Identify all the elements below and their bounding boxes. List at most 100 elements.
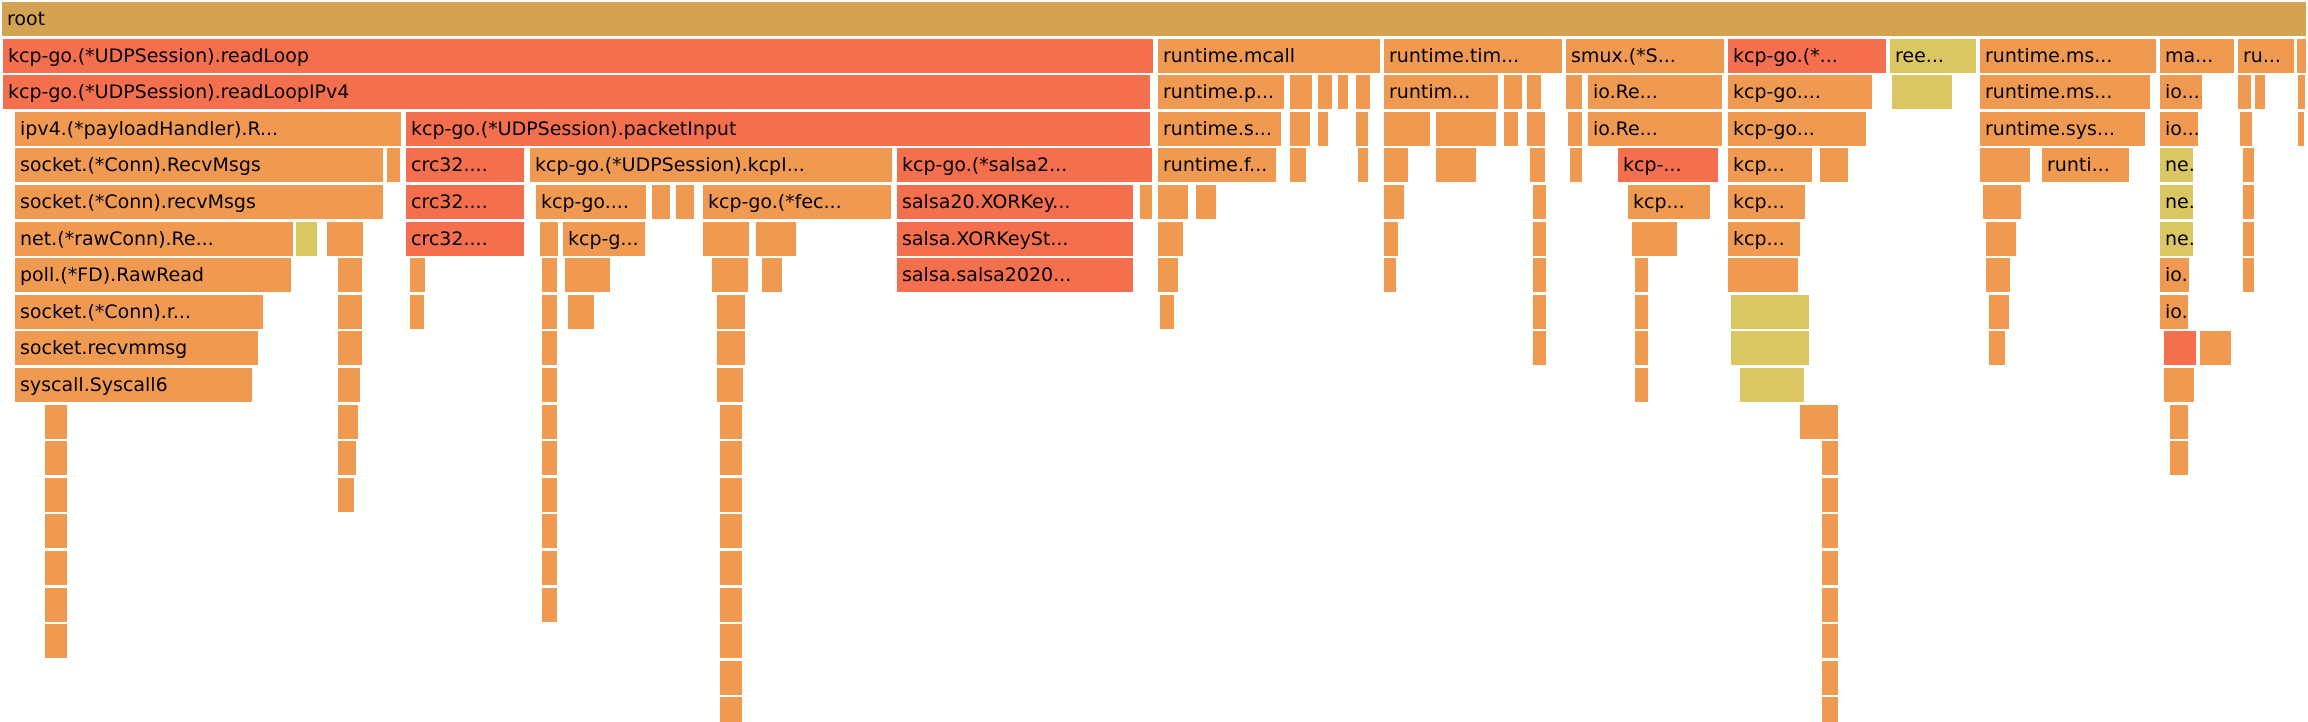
flame-frame-sliver[interactable] xyxy=(1436,148,1476,182)
flame-frame-sliver[interactable] xyxy=(1160,295,1174,329)
flame-frame-sliver[interactable] xyxy=(1290,75,1312,109)
flame-frame-sliver[interactable] xyxy=(1800,405,1838,439)
flame-frame[interactable]: io.... xyxy=(2160,258,2189,292)
flame-frame-sliver[interactable] xyxy=(1384,222,1398,256)
flame-frame[interactable]: io.... xyxy=(2160,75,2202,109)
flame-frame[interactable]: ru... xyxy=(2238,39,2294,73)
flame-frame[interactable]: socket.(*Conn).r... xyxy=(15,295,263,329)
flame-frame-sliver[interactable] xyxy=(45,514,67,548)
flame-frame[interactable]: runtim... xyxy=(1384,75,1498,109)
flame-frame-sliver[interactable] xyxy=(338,405,358,439)
flame-frame-sliver[interactable] xyxy=(2240,112,2252,146)
flame-frame-sliver[interactable] xyxy=(720,588,742,622)
flame-frame-sliver[interactable] xyxy=(1290,148,1306,182)
flame-frame[interactable]: io.Re... xyxy=(1588,112,1722,146)
flame-frame-sliver[interactable] xyxy=(327,222,363,256)
flame-frame-sliver[interactable] xyxy=(1740,368,1804,402)
flame-frame[interactable]: kcp-go.... xyxy=(536,185,646,219)
flame-frame[interactable]: ma... xyxy=(2160,39,2234,73)
flame-frame-sliver[interactable] xyxy=(296,222,317,256)
flame-frame-sliver[interactable] xyxy=(1822,697,1838,722)
flame-frame-sliver[interactable] xyxy=(1822,441,1838,475)
flame-frame[interactable]: kcp... xyxy=(1728,222,1800,256)
flame-frame-sliver[interactable] xyxy=(652,185,670,219)
flame-frame[interactable]: socket.(*Conn).RecvMsgs xyxy=(15,148,383,182)
flame-frame-sliver[interactable] xyxy=(542,478,557,512)
flame-frame-sliver[interactable] xyxy=(1338,75,1348,109)
flame-frame-sliver[interactable] xyxy=(1822,661,1838,695)
flame-frame-sliver[interactable] xyxy=(1980,148,2030,182)
flame-frame-sliver[interactable] xyxy=(542,368,557,402)
flame-frame[interactable]: kcp-go.(*UDPSession).readLoop xyxy=(3,39,1153,73)
flame-frame-sliver[interactable] xyxy=(762,258,782,292)
flame-frame[interactable]: ipv4.(*payloadHandler).R... xyxy=(15,112,401,146)
flame-frame[interactable]: ne... xyxy=(2160,185,2193,219)
flame-frame-sliver[interactable] xyxy=(1384,185,1404,219)
flame-frame-sliver[interactable] xyxy=(410,295,424,329)
flame-frame-sliver[interactable] xyxy=(1436,112,1496,146)
flame-frame[interactable]: socket.(*Conn).recvMsgs xyxy=(15,185,383,219)
flame-frame-sliver[interactable] xyxy=(717,368,743,402)
flame-frame-sliver[interactable] xyxy=(542,405,557,439)
flame-frame[interactable]: kcp-... xyxy=(1618,148,1718,182)
flame-frame-sliver[interactable] xyxy=(1566,75,1582,109)
flame-frame-sliver[interactable] xyxy=(338,478,354,512)
flame-frame-sliver[interactable] xyxy=(703,222,749,256)
flame-frame[interactable]: io.Re... xyxy=(1588,75,1722,109)
flame-frame[interactable]: poll.(*FD).RawRead xyxy=(15,258,291,292)
flame-frame[interactable]: crc32.... xyxy=(406,222,524,256)
flame-frame[interactable]: runtime.ms... xyxy=(1980,75,2150,109)
flame-frame-sliver[interactable] xyxy=(45,405,67,439)
flame-frame-sliver[interactable] xyxy=(1986,258,2010,292)
flame-frame[interactable]: kcp-go.... xyxy=(1728,75,1872,109)
flame-frame-sliver[interactable] xyxy=(720,405,742,439)
flame-frame-sliver[interactable] xyxy=(1533,222,1546,256)
flame-frame[interactable]: ree... xyxy=(1890,39,1976,73)
flame-frame-sliver[interactable] xyxy=(2200,331,2231,365)
flame-frame-sliver[interactable] xyxy=(1158,258,1178,292)
flame-frame-sliver[interactable] xyxy=(712,258,748,292)
flame-frame[interactable]: runtime.sys... xyxy=(1980,112,2145,146)
flame-frame-sliver[interactable] xyxy=(1989,295,2009,329)
flame-frame-sliver[interactable] xyxy=(2164,368,2194,402)
flame-frame-sliver[interactable] xyxy=(2243,222,2254,256)
flame-frame-sliver[interactable] xyxy=(338,368,360,402)
flame-frame-sliver[interactable] xyxy=(1983,185,2021,219)
flame-frame[interactable]: kcp-go.(*salsa2... xyxy=(897,148,1152,182)
flame-frame-sliver[interactable] xyxy=(2298,75,2305,109)
flame-frame-sliver[interactable] xyxy=(542,331,557,365)
flame-frame-sliver[interactable] xyxy=(1196,185,1216,219)
flame-frame[interactable]: salsa.XORKeySt... xyxy=(897,222,1133,256)
flame-frame-sliver[interactable] xyxy=(1290,112,1310,146)
flame-frame-sliver[interactable] xyxy=(1822,588,1838,622)
flame-frame-sliver[interactable] xyxy=(1158,185,1188,219)
flame-frame-sliver[interactable] xyxy=(1356,112,1368,146)
flame-frame[interactable]: net.(*rawConn).Re... xyxy=(15,222,293,256)
flame-frame-sliver[interactable] xyxy=(1986,222,2016,256)
flame-frame-sliver[interactable] xyxy=(1570,148,1582,182)
flame-frame-sliver[interactable] xyxy=(1820,148,1848,182)
flame-frame-sliver[interactable] xyxy=(542,441,557,475)
flame-frame-sliver[interactable] xyxy=(542,588,557,622)
flame-frame-sliver[interactable] xyxy=(1989,331,2005,365)
flame-frame-sliver[interactable] xyxy=(45,624,67,658)
flame-frame-sliver[interactable] xyxy=(720,478,742,512)
flame-frame-sliver[interactable] xyxy=(2298,112,2304,146)
flame-frame[interactable]: runtime.tim... xyxy=(1384,39,1562,73)
flame-frame[interactable]: runtime.ms... xyxy=(1980,39,2156,73)
flame-frame[interactable]: runtime.f... xyxy=(1158,148,1276,182)
flame-frame-sliver[interactable] xyxy=(1731,295,1809,329)
flame-frame-sliver[interactable] xyxy=(1533,331,1546,365)
flame-frame-sliver[interactable] xyxy=(338,295,362,329)
flame-frame-sliver[interactable] xyxy=(720,441,742,475)
flame-frame-sliver[interactable] xyxy=(720,551,742,585)
flame-frame-sliver[interactable] xyxy=(1822,624,1838,658)
flame-frame-sliver[interactable] xyxy=(1533,258,1546,292)
flame-frame-sliver[interactable] xyxy=(1533,295,1546,329)
flame-frame-sliver[interactable] xyxy=(2170,405,2188,439)
flame-frame-sliver[interactable] xyxy=(717,295,745,329)
flame-frame-sliver[interactable] xyxy=(410,258,425,292)
flame-frame-sliver[interactable] xyxy=(2243,148,2254,182)
flame-frame-sliver[interactable] xyxy=(1504,75,1522,109)
flame-frame-sliver[interactable] xyxy=(1568,112,1582,146)
